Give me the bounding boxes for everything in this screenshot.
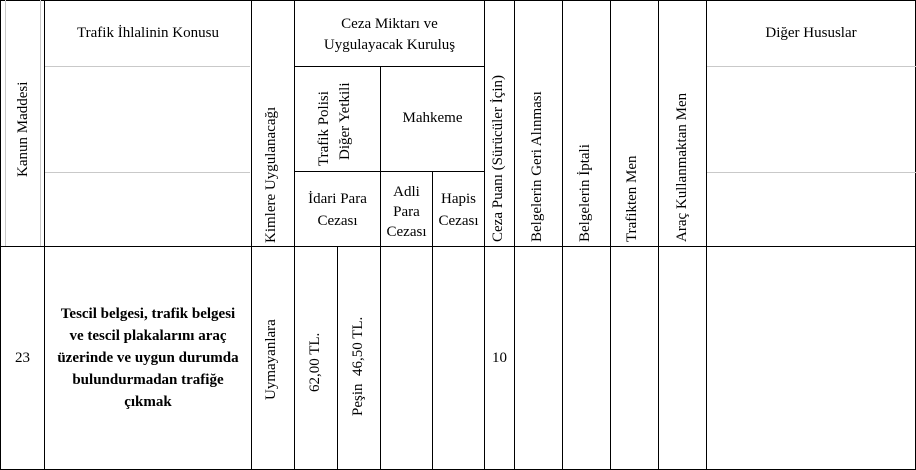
header-kanun-maddesi: Kanun Maddesi — [15, 81, 31, 177]
header-ceza-puani: Ceza Puanı (Sürücüler İçin) — [490, 74, 506, 242]
header-ceza-miktari: Ceza Miktarı ve Uygulayacak Kuruluş — [295, 14, 484, 56]
header-trafikten-men: Trafikten Men — [624, 155, 640, 242]
row-ceza-puani: 10 — [492, 349, 507, 366]
header-mahkeme: Mahkeme — [402, 110, 463, 126]
header-idari: İdari Para Cezası — [295, 188, 380, 232]
row-idari-ceza: 62,00 TL. — [307, 332, 323, 392]
row-konu-line1: Tescil belgesi, trafik belgesi — [60, 306, 236, 322]
row-pesin: Peşin 46,50 TL. — [350, 316, 366, 416]
row-konu-line3: üzerinde ve uygun durumda — [57, 350, 239, 366]
header-hapis-line2: Cezası — [438, 213, 479, 229]
header-hapis-line1: Hapis — [441, 191, 476, 207]
row-konu-line2: ve tescil plakalarını araç — [69, 328, 227, 344]
header-belge-geri: Belgelerin Geri Alınması — [529, 91, 545, 242]
header-adli-line3: Cezası — [386, 224, 427, 240]
header-adli: Adli Para Cezası — [381, 182, 432, 242]
header-kimlere: Kimlere Uygulanacağı — [263, 106, 279, 243]
header-trafik-polisi-line1: Trafik Polisi — [316, 91, 332, 166]
row-konu: Tescil belgesi, trafik belgesi ve tescil… — [45, 247, 251, 469]
header-ceza-miktari-line1: Ceza Miktarı ve — [341, 16, 438, 32]
header-trafik-polisi-line2: Diğer Yetkili — [337, 82, 353, 160]
header-idari-line2: Cezası — [317, 213, 358, 229]
row-madde: 23 — [15, 349, 30, 366]
header-adli-line2: Para — [393, 204, 420, 220]
header-belge-iptal: Belgelerin İptali — [577, 144, 593, 242]
header-diger-hususlar: Diğer Hususlar — [765, 25, 857, 41]
header-arac-men: Araç Kullanmaktan Men — [674, 92, 690, 242]
row-konu-line4: bulundurmadan trafiğe — [72, 372, 224, 388]
row-konu-line5: çıkmak — [124, 394, 172, 410]
header-idari-line1: İdari Para — [308, 191, 367, 207]
header-ceza-miktari-line2: Uygulayacak Kuruluş — [323, 37, 456, 53]
header-adli-line1: Adli — [393, 184, 420, 200]
header-hapis: Hapis Cezası — [433, 188, 484, 232]
header-ihlal-konusu: Trafik İhlalinin Konusu — [77, 25, 219, 41]
row-kimlere: Uymayanlara — [263, 319, 279, 400]
